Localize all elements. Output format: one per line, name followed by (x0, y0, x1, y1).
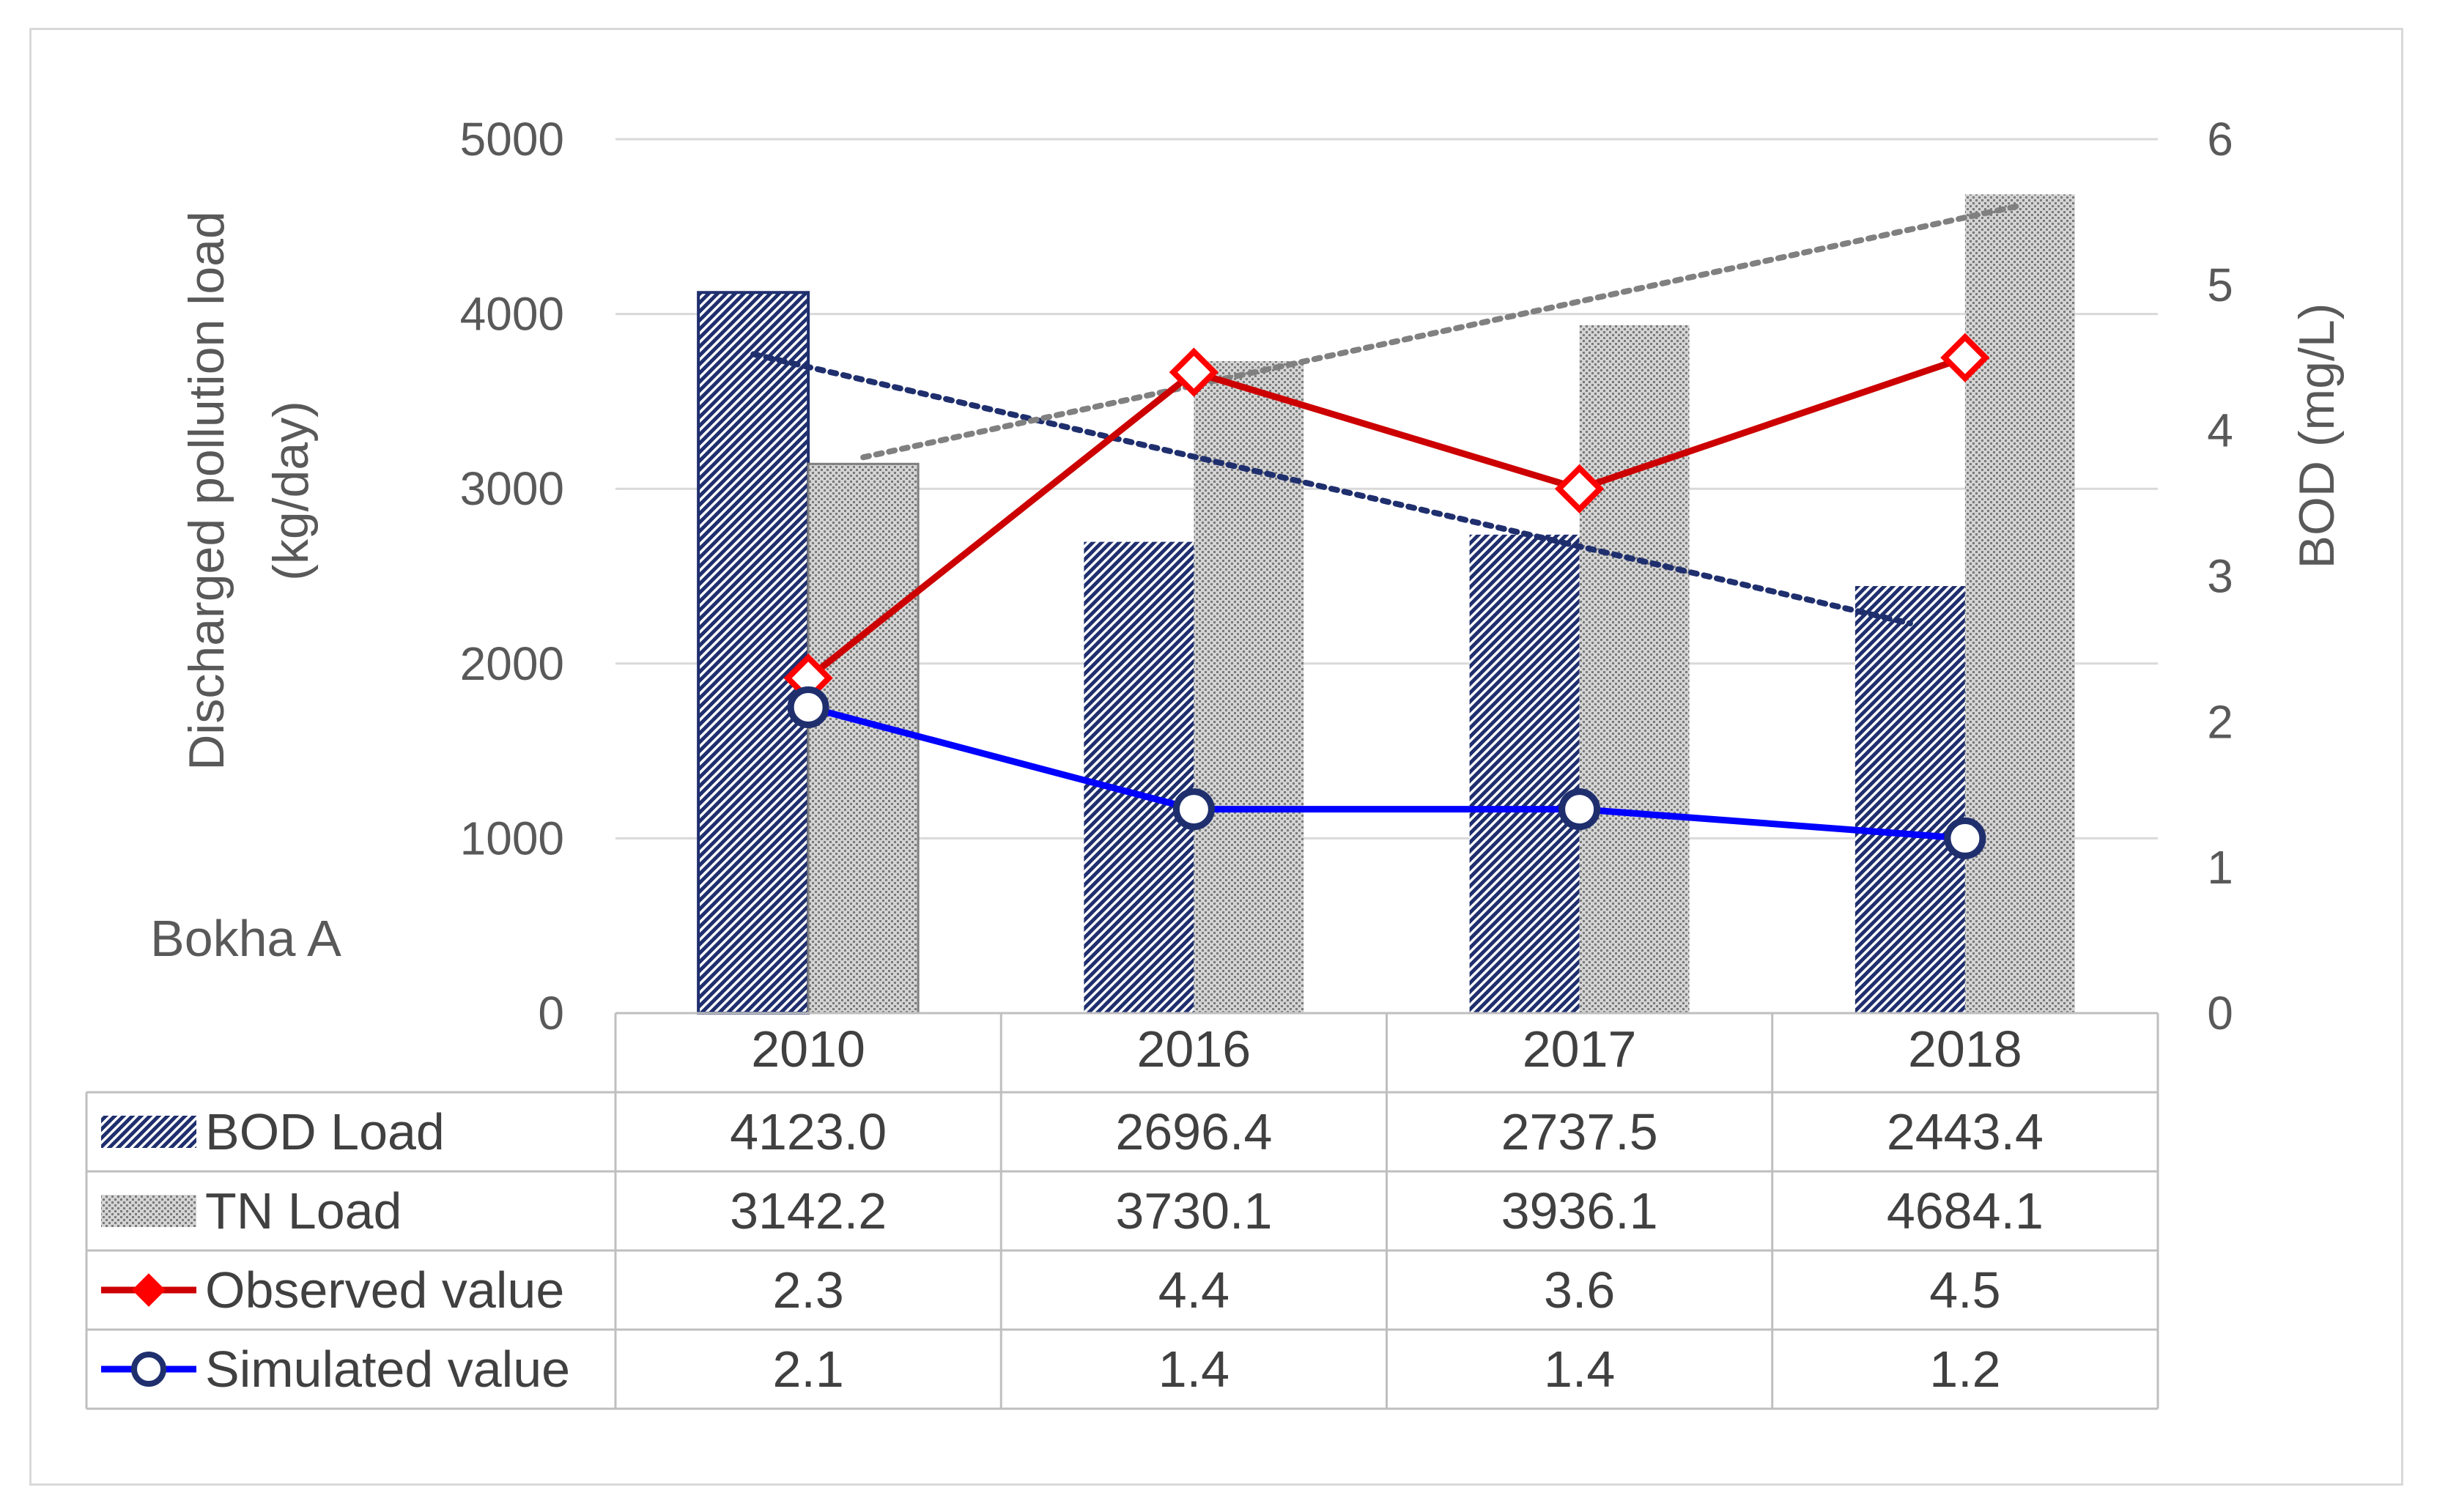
y-right-tick-label: 0 (2207, 987, 2233, 1040)
y-left-tick-label: 4000 (460, 288, 564, 341)
data-label: 1.4 (1544, 1341, 1615, 1398)
data-label: 2696.4 (1115, 1103, 1272, 1160)
legend-key-observed-marker (132, 1273, 166, 1307)
bar-bod-load-2018 (1854, 586, 1965, 1013)
bar-tn-load-2017 (1579, 325, 1690, 1013)
data-label: 1.4 (1158, 1341, 1229, 1398)
data-label: 3730.1 (1115, 1182, 1272, 1239)
y-right-tick-label: 2 (2207, 695, 2233, 748)
y-left-tick-label: 1000 (460, 812, 564, 864)
y-axis-left-title-line1: Discharged pollution load (179, 211, 234, 771)
data-label: 2737.5 (1501, 1103, 1658, 1160)
y-axis-right-title: BOD (mg/L) (2289, 303, 2345, 569)
data-label: 1.2 (1929, 1341, 2000, 1398)
trendline-tn-load (860, 202, 2023, 461)
marker-simulated-2016 (1172, 788, 1215, 831)
legend-label: Observed value (205, 1261, 564, 1319)
y-left-tick-label: 0 (538, 987, 564, 1040)
legend-label: BOD Load (205, 1103, 445, 1160)
marker-simulated-2017 (1558, 788, 1601, 831)
x-axis-category-label: 2018 (1908, 1020, 2022, 1078)
y-right-tick-label: 5 (2207, 259, 2233, 311)
trendline-bod-load (750, 351, 1913, 626)
bar-tn-load-2010 (807, 462, 920, 1015)
bar-bod-load-2017 (1469, 534, 1580, 1013)
y-right-tick-label: 4 (2207, 404, 2233, 457)
data-label: 4684.1 (1887, 1182, 2044, 1239)
y-left-tick-label: 2000 (460, 637, 564, 690)
legend-label: TN Load (205, 1182, 402, 1239)
data-label: 3142.2 (730, 1182, 887, 1239)
marker-observed-2018 (1940, 333, 1990, 382)
legend-label: Simulated value (205, 1341, 570, 1398)
line-simulated-value (807, 704, 1966, 842)
y-left-tick-label: 3000 (460, 462, 564, 515)
bar-bod-load-2010 (697, 291, 810, 1015)
data-label: 2443.4 (1887, 1103, 2044, 1160)
marker-observed-2017 (1554, 464, 1605, 514)
marker-observed-2016 (1169, 347, 1219, 397)
y-left-tick-label: 5000 (460, 113, 564, 166)
data-label: 2.1 (772, 1341, 843, 1398)
y-right-tick-label: 6 (2207, 113, 2233, 166)
legend-key-bod-load (101, 1116, 196, 1148)
y-axis-left-title-line2: (kg/day) (263, 401, 319, 581)
marker-simulated-2018 (1944, 817, 1986, 859)
x-axis-category-label: 2016 (1137, 1020, 1251, 1078)
bar-bod-load-2016 (1084, 541, 1194, 1013)
y-right-tick-label: 1 (2207, 841, 2233, 894)
legend-key-tn-load (101, 1195, 196, 1227)
data-label: 2.3 (772, 1261, 843, 1319)
data-label: 4.5 (1929, 1261, 2000, 1319)
data-label: 4123.0 (730, 1103, 887, 1160)
x-axis-category-label: 2010 (751, 1020, 865, 1078)
station-label: Bokha A (150, 910, 341, 967)
marker-simulated-2010 (787, 686, 829, 728)
data-label: 4.4 (1158, 1261, 1229, 1319)
line-observed-value (806, 354, 1967, 681)
bar-tn-load-2018 (1964, 194, 2075, 1013)
y-right-tick-label: 3 (2207, 550, 2233, 603)
data-label: 3.6 (1544, 1261, 1615, 1319)
legend-key-simulated-marker (131, 1352, 166, 1387)
x-axis-category-label: 2017 (1523, 1020, 1637, 1078)
data-label: 3936.1 (1501, 1182, 1658, 1239)
